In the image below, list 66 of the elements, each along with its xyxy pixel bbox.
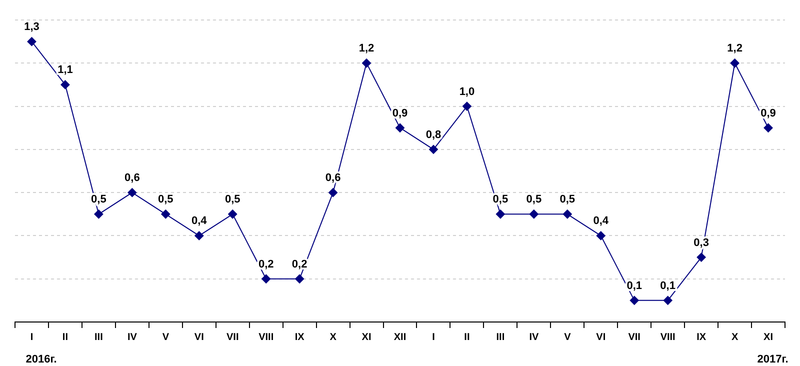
x-tick-label: X (731, 332, 738, 343)
x-tick-label: III (496, 332, 505, 343)
point (396, 123, 404, 132)
data-label: 0,1 (626, 280, 642, 292)
data-label: 0,8 (426, 128, 442, 141)
point (161, 210, 170, 219)
x-tick-label: I (432, 332, 436, 343)
data-label: 0,5 (224, 194, 240, 206)
x-tick-label: V (162, 332, 170, 343)
x-tick-label: VI (596, 332, 606, 343)
data-label: 1,3 (24, 21, 40, 34)
x-tick-label: X (330, 332, 337, 343)
data-label: 0,5 (526, 194, 542, 206)
data-label: 0,1 (660, 280, 676, 292)
x-tick-label: VI (194, 332, 204, 343)
point (228, 210, 238, 219)
data-label: 0,4 (593, 215, 610, 228)
x-tick-label: VII (628, 332, 641, 343)
point (194, 231, 204, 240)
data-label: 0,9 (760, 107, 776, 120)
x-tick-label: VII (226, 332, 239, 343)
point (428, 144, 438, 154)
text: 2017г. (757, 354, 788, 366)
x-tick-label: III (94, 332, 104, 343)
point (94, 210, 104, 219)
data-label: 0,5 (560, 194, 576, 206)
x-tick-label: VIII (660, 332, 676, 343)
x-tick-label: IV (127, 332, 138, 343)
text: 2016г. (26, 354, 57, 366)
x-tick-label: IX (696, 332, 706, 343)
point (529, 210, 538, 219)
point (27, 37, 36, 46)
point (764, 123, 773, 132)
data-label: 1,2 (727, 42, 742, 55)
point (496, 210, 505, 219)
point (60, 80, 70, 90)
point (730, 58, 740, 68)
point (596, 231, 606, 240)
x-tick-label: IV (529, 332, 539, 343)
data-label: 1,0 (459, 86, 475, 98)
point (630, 296, 639, 305)
data-label: 0,4 (191, 215, 208, 228)
x-tick-label: VIII (258, 332, 274, 343)
point (295, 274, 304, 284)
x-tick-label: II (62, 332, 68, 343)
point (696, 252, 706, 262)
x-tick-label: V (564, 332, 572, 343)
point (663, 296, 672, 305)
x-tick-label: XII (394, 332, 406, 343)
x-tick-label: XI (362, 332, 372, 343)
data-label: 1,2 (358, 42, 374, 55)
x-tick-label: I (30, 332, 34, 343)
data-label: 0,6 (124, 172, 140, 184)
data-label: 0,9 (392, 107, 408, 120)
x-tick-label: IX (294, 332, 305, 343)
point (362, 58, 372, 68)
data-label: 1,1 (58, 64, 73, 76)
x-tick-label: XI (764, 332, 774, 343)
point (328, 188, 338, 198)
x-tick-label: II (464, 332, 470, 343)
point (562, 210, 572, 219)
point (462, 102, 472, 111)
data-label: 0,5 (158, 194, 174, 206)
point (128, 188, 137, 198)
point (262, 274, 271, 284)
data-label: 0,2 (258, 258, 274, 270)
